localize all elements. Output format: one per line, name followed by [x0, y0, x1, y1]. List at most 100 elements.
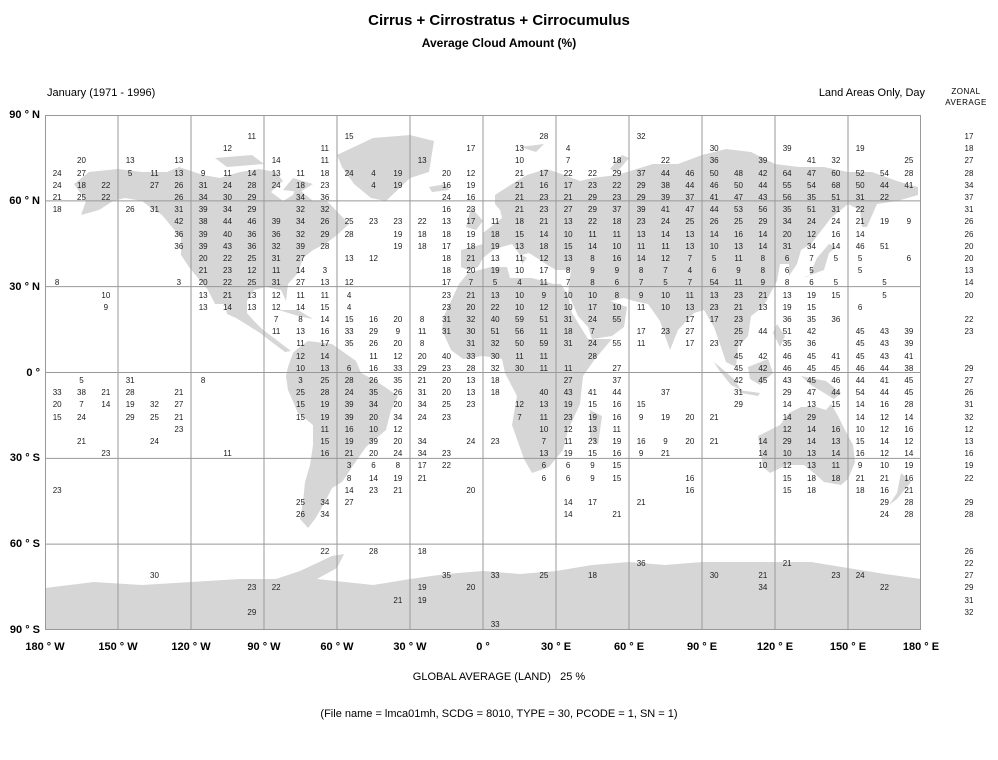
cell-value: 22 — [612, 180, 622, 190]
cell-value: 46 — [831, 376, 841, 385]
cell-value: 45 — [831, 363, 841, 373]
lon-tick-label: 150 ° W — [98, 641, 138, 653]
cell-value: 27 — [296, 254, 305, 263]
zonal-average-value: 22 — [964, 315, 974, 324]
island-java — [738, 390, 760, 396]
island-philippines — [773, 324, 785, 347]
cell-value: 24 — [150, 437, 159, 446]
cell-value: 14 — [223, 302, 232, 312]
zonal-average-value: 12 — [964, 424, 974, 434]
cell-value: 4 — [371, 168, 376, 178]
cell-value: 28 — [904, 498, 914, 507]
cell-value: 21 — [77, 437, 86, 446]
cell-value: 14 — [296, 266, 305, 276]
cell-value: 8 — [784, 278, 790, 288]
cell-value: 15 — [612, 461, 622, 471]
cell-value: 12 — [223, 144, 232, 154]
cell-value: 20 — [782, 229, 792, 239]
cell-value: 28 — [320, 388, 330, 398]
cell-value: 16 — [636, 437, 646, 446]
cell-value: 4 — [346, 302, 352, 312]
cell-value: 26 — [296, 510, 305, 520]
cell-value: 32 — [296, 229, 305, 239]
cell-value: 18 — [855, 485, 865, 495]
cell-value: 44 — [709, 205, 719, 215]
cell-value: 12 — [880, 449, 889, 459]
cell-value: 12 — [880, 412, 889, 422]
cell-value: 23 — [490, 437, 500, 446]
cell-value: 18 — [515, 217, 524, 227]
cell-value: 18 — [490, 229, 500, 239]
cell-value: 10 — [563, 290, 573, 300]
cell-value: 28 — [904, 510, 914, 520]
cell-value: 11 — [369, 351, 378, 361]
zonal-average-value: 26 — [964, 229, 974, 239]
cell-value: 15 — [807, 302, 816, 312]
cell-value: 14 — [344, 485, 354, 495]
zonal-average-value: 29 — [964, 363, 974, 373]
page-subtitle: Average Cloud Amount (%) — [421, 36, 577, 50]
cell-value: 15 — [855, 437, 865, 446]
cell-value: 35 — [393, 376, 403, 385]
cell-value: 18 — [466, 241, 476, 251]
cell-value: 23 — [101, 449, 111, 459]
cell-value: 8 — [760, 254, 766, 263]
cell-value: 10 — [612, 302, 622, 312]
cell-value: 15 — [296, 400, 305, 410]
cell-value: 9 — [638, 412, 644, 422]
cell-value: 21 — [466, 290, 476, 300]
cell-value: 14 — [369, 473, 378, 483]
cell-value: 31 — [271, 254, 281, 263]
cell-value: 10 — [855, 424, 865, 434]
cell-value: 24 — [661, 217, 670, 227]
cell-value: 29 — [807, 412, 816, 422]
cell-value: 10 — [515, 156, 524, 166]
cell-value: 20 — [442, 168, 451, 178]
cell-value: 21 — [101, 388, 111, 398]
cell-value: 10 — [515, 266, 524, 276]
cell-value: 34 — [223, 205, 232, 215]
cell-value: 9 — [103, 302, 109, 312]
cell-value: 29 — [588, 205, 597, 215]
zonal-average-value: 32 — [964, 412, 974, 422]
cell-value: 36 — [247, 229, 257, 239]
cell-value: 23 — [442, 449, 451, 459]
cell-value: 7 — [541, 437, 547, 446]
cell-value: 14 — [758, 229, 768, 239]
cell-value: 6 — [784, 266, 790, 276]
cell-value: 44 — [880, 363, 889, 373]
cell-value: 11 — [418, 327, 427, 337]
zonal-average-value: 19 — [964, 461, 974, 471]
cell-value: 18 — [612, 156, 622, 166]
cell-value: 6 — [541, 461, 547, 471]
cell-value: 17 — [442, 241, 451, 251]
cell-value: 13 — [198, 290, 208, 300]
cell-value: 18 — [442, 254, 451, 263]
cell-value: 40 — [442, 351, 451, 361]
cell-value: 21 — [174, 412, 184, 422]
cell-value: 5 — [79, 376, 84, 385]
cell-value: 44 — [223, 217, 232, 227]
cell-value: 46 — [855, 363, 865, 373]
island-new-zealand — [889, 473, 911, 505]
cell-value: 7 — [273, 315, 279, 324]
cell-value: 12 — [271, 290, 281, 300]
cell-value: 39 — [904, 327, 914, 337]
cell-value: 29 — [782, 388, 792, 398]
island-iceland — [429, 184, 449, 192]
cell-value: 36 — [636, 559, 646, 568]
cell-value: 13 — [685, 302, 695, 312]
cell-value: 29 — [247, 607, 257, 617]
cell-value: 42 — [758, 168, 768, 178]
cell-value: 10 — [563, 302, 573, 312]
cell-value: 45 — [855, 351, 865, 361]
cell-value: 44 — [758, 327, 768, 337]
cell-value: 21 — [661, 449, 670, 459]
cell-value: 20 — [369, 449, 378, 459]
cell-value: 11 — [637, 241, 646, 251]
cell-value: 45 — [904, 376, 914, 385]
cell-value: 13 — [588, 424, 597, 434]
cell-value: 8 — [200, 376, 206, 385]
cell-value: 15 — [52, 412, 62, 422]
cell-value: 43 — [880, 327, 889, 337]
